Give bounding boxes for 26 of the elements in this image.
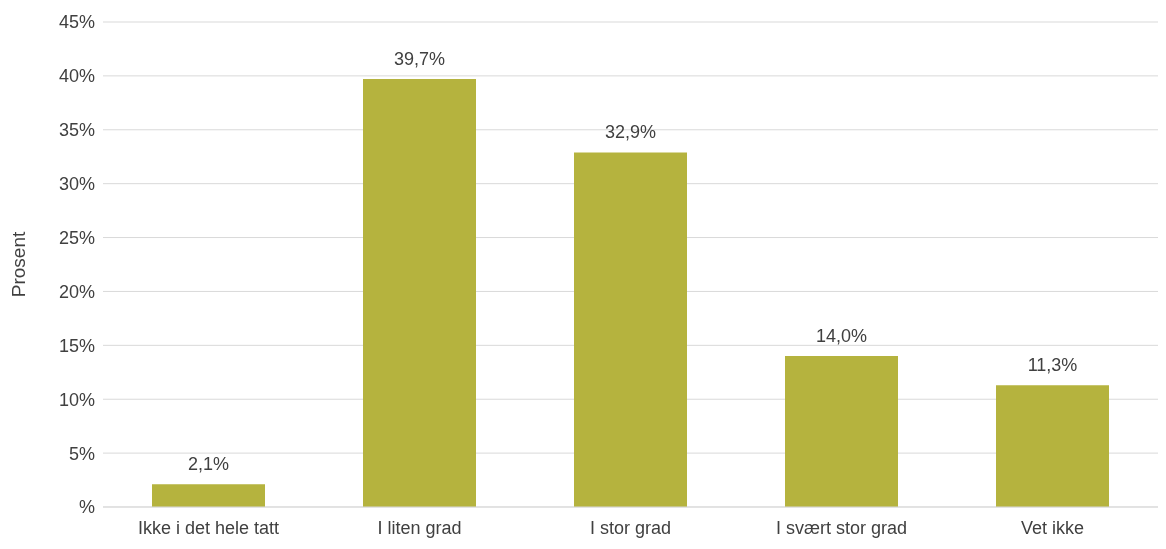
bar	[152, 484, 265, 507]
x-tick-label: Vet ikke	[1020, 517, 1085, 538]
y-tick-label: 35%	[58, 120, 95, 141]
x-tick-label: I stor grad	[589, 517, 672, 538]
data-label: 2,1%	[187, 454, 230, 475]
y-axis-title: Prosent	[7, 231, 29, 298]
y-tick-label: 25%	[58, 227, 95, 248]
bar	[363, 79, 476, 507]
y-tick-label: 30%	[58, 174, 95, 195]
y-tick-label: 45%	[58, 12, 95, 33]
y-tick-label: 20%	[58, 281, 95, 302]
data-label: 14,0%	[815, 326, 868, 347]
bar	[996, 385, 1109, 507]
y-tick-label: 40%	[58, 66, 95, 87]
y-tick-label: 10%	[58, 389, 95, 410]
bar	[785, 356, 898, 507]
y-tick-label: %	[78, 497, 95, 518]
data-label: 32,9%	[604, 122, 657, 143]
x-tick-label: I liten grad	[377, 517, 462, 538]
x-tick-label: Ikke i det hele tatt	[137, 517, 280, 538]
bar	[574, 152, 687, 507]
y-tick-label: 5%	[68, 443, 95, 464]
data-label: 39,7%	[393, 49, 446, 70]
y-tick-label: 15%	[58, 335, 95, 356]
data-label: 11,3%	[1027, 355, 1078, 376]
x-tick-label: I svært stor grad	[775, 517, 908, 538]
